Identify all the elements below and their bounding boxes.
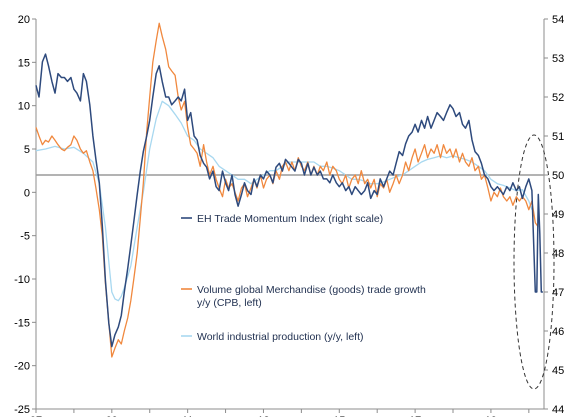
right-axis-tick-label: 52	[552, 92, 564, 104]
x-axis-tick-label: 17	[409, 415, 421, 417]
left-axis-tick-label: 15	[18, 57, 30, 69]
right-axis-tick-label: 53	[552, 53, 564, 65]
recent-drop-highlight	[513, 134, 555, 390]
right-axis-tick-label: 48	[552, 248, 564, 260]
x-axis-tick-label: 15	[333, 415, 345, 417]
right-axis-tick-label: 50	[552, 170, 564, 182]
left-axis-tick-label: 20	[18, 14, 30, 26]
left-axis-tick-label: -10	[14, 274, 30, 286]
right-axis-tick-label: 51	[552, 131, 564, 143]
legend-label-eh: EH Trade Momentum Index (right scale)	[197, 213, 383, 225]
series-lines	[35, 22, 543, 358]
right-axis-tick-label: 49	[552, 209, 564, 221]
right-axis-tick-label: 46	[552, 326, 564, 338]
x-axis-tick-label: 19	[485, 415, 497, 417]
left-axis-tick-label: -15	[14, 317, 30, 329]
x-axis-tick-label: 13	[257, 415, 269, 417]
left-axis-tick-label: -25	[14, 404, 30, 416]
series-line-eh	[35, 53, 543, 348]
left-axis-tick-label: 5	[24, 144, 30, 156]
legend-label-cpb: Volume global Merchandise (goods) trade …	[197, 284, 426, 296]
legend-entry: EH Trade Momentum Index (right scale)	[181, 213, 383, 225]
x-axis-tick-label: 09	[106, 415, 118, 417]
left-axis-tick-label: -5	[20, 231, 30, 243]
tick-labels: -25 -20 -15 -10 -5 0 5 10 15 20 44 45 46 47 48 49 50 51 52…	[14, 14, 564, 417]
legend-label-ip: World industrial production (y/y, left)	[197, 331, 364, 343]
left-axis-tick-label: -20	[14, 361, 30, 373]
series-line-ip	[35, 100, 533, 302]
legend-entry: Volume global Merchandise (goods) trade …	[181, 284, 426, 309]
axes	[32, 18, 548, 413]
left-axis-tick-label: 0	[24, 187, 30, 199]
legend: EH Trade Momentum Index (right scale) Vol…	[181, 213, 426, 343]
right-axis-tick-label: 44	[552, 404, 564, 416]
x-axis-tick-label: 11	[182, 415, 193, 417]
left-axis-tick-label: 10	[18, 101, 30, 113]
legend-label-cpb: y/y (CPB, left)	[197, 297, 262, 309]
x-axis-tick-label: 07	[30, 415, 42, 417]
series-line-cpb	[35, 22, 539, 358]
right-axis-tick-label: 54	[552, 14, 564, 26]
right-axis-tick-label: 45	[552, 365, 564, 377]
right-axis-tick-label: 47	[552, 287, 564, 299]
legend-entry: World industrial production (y/y, left)	[181, 331, 364, 343]
